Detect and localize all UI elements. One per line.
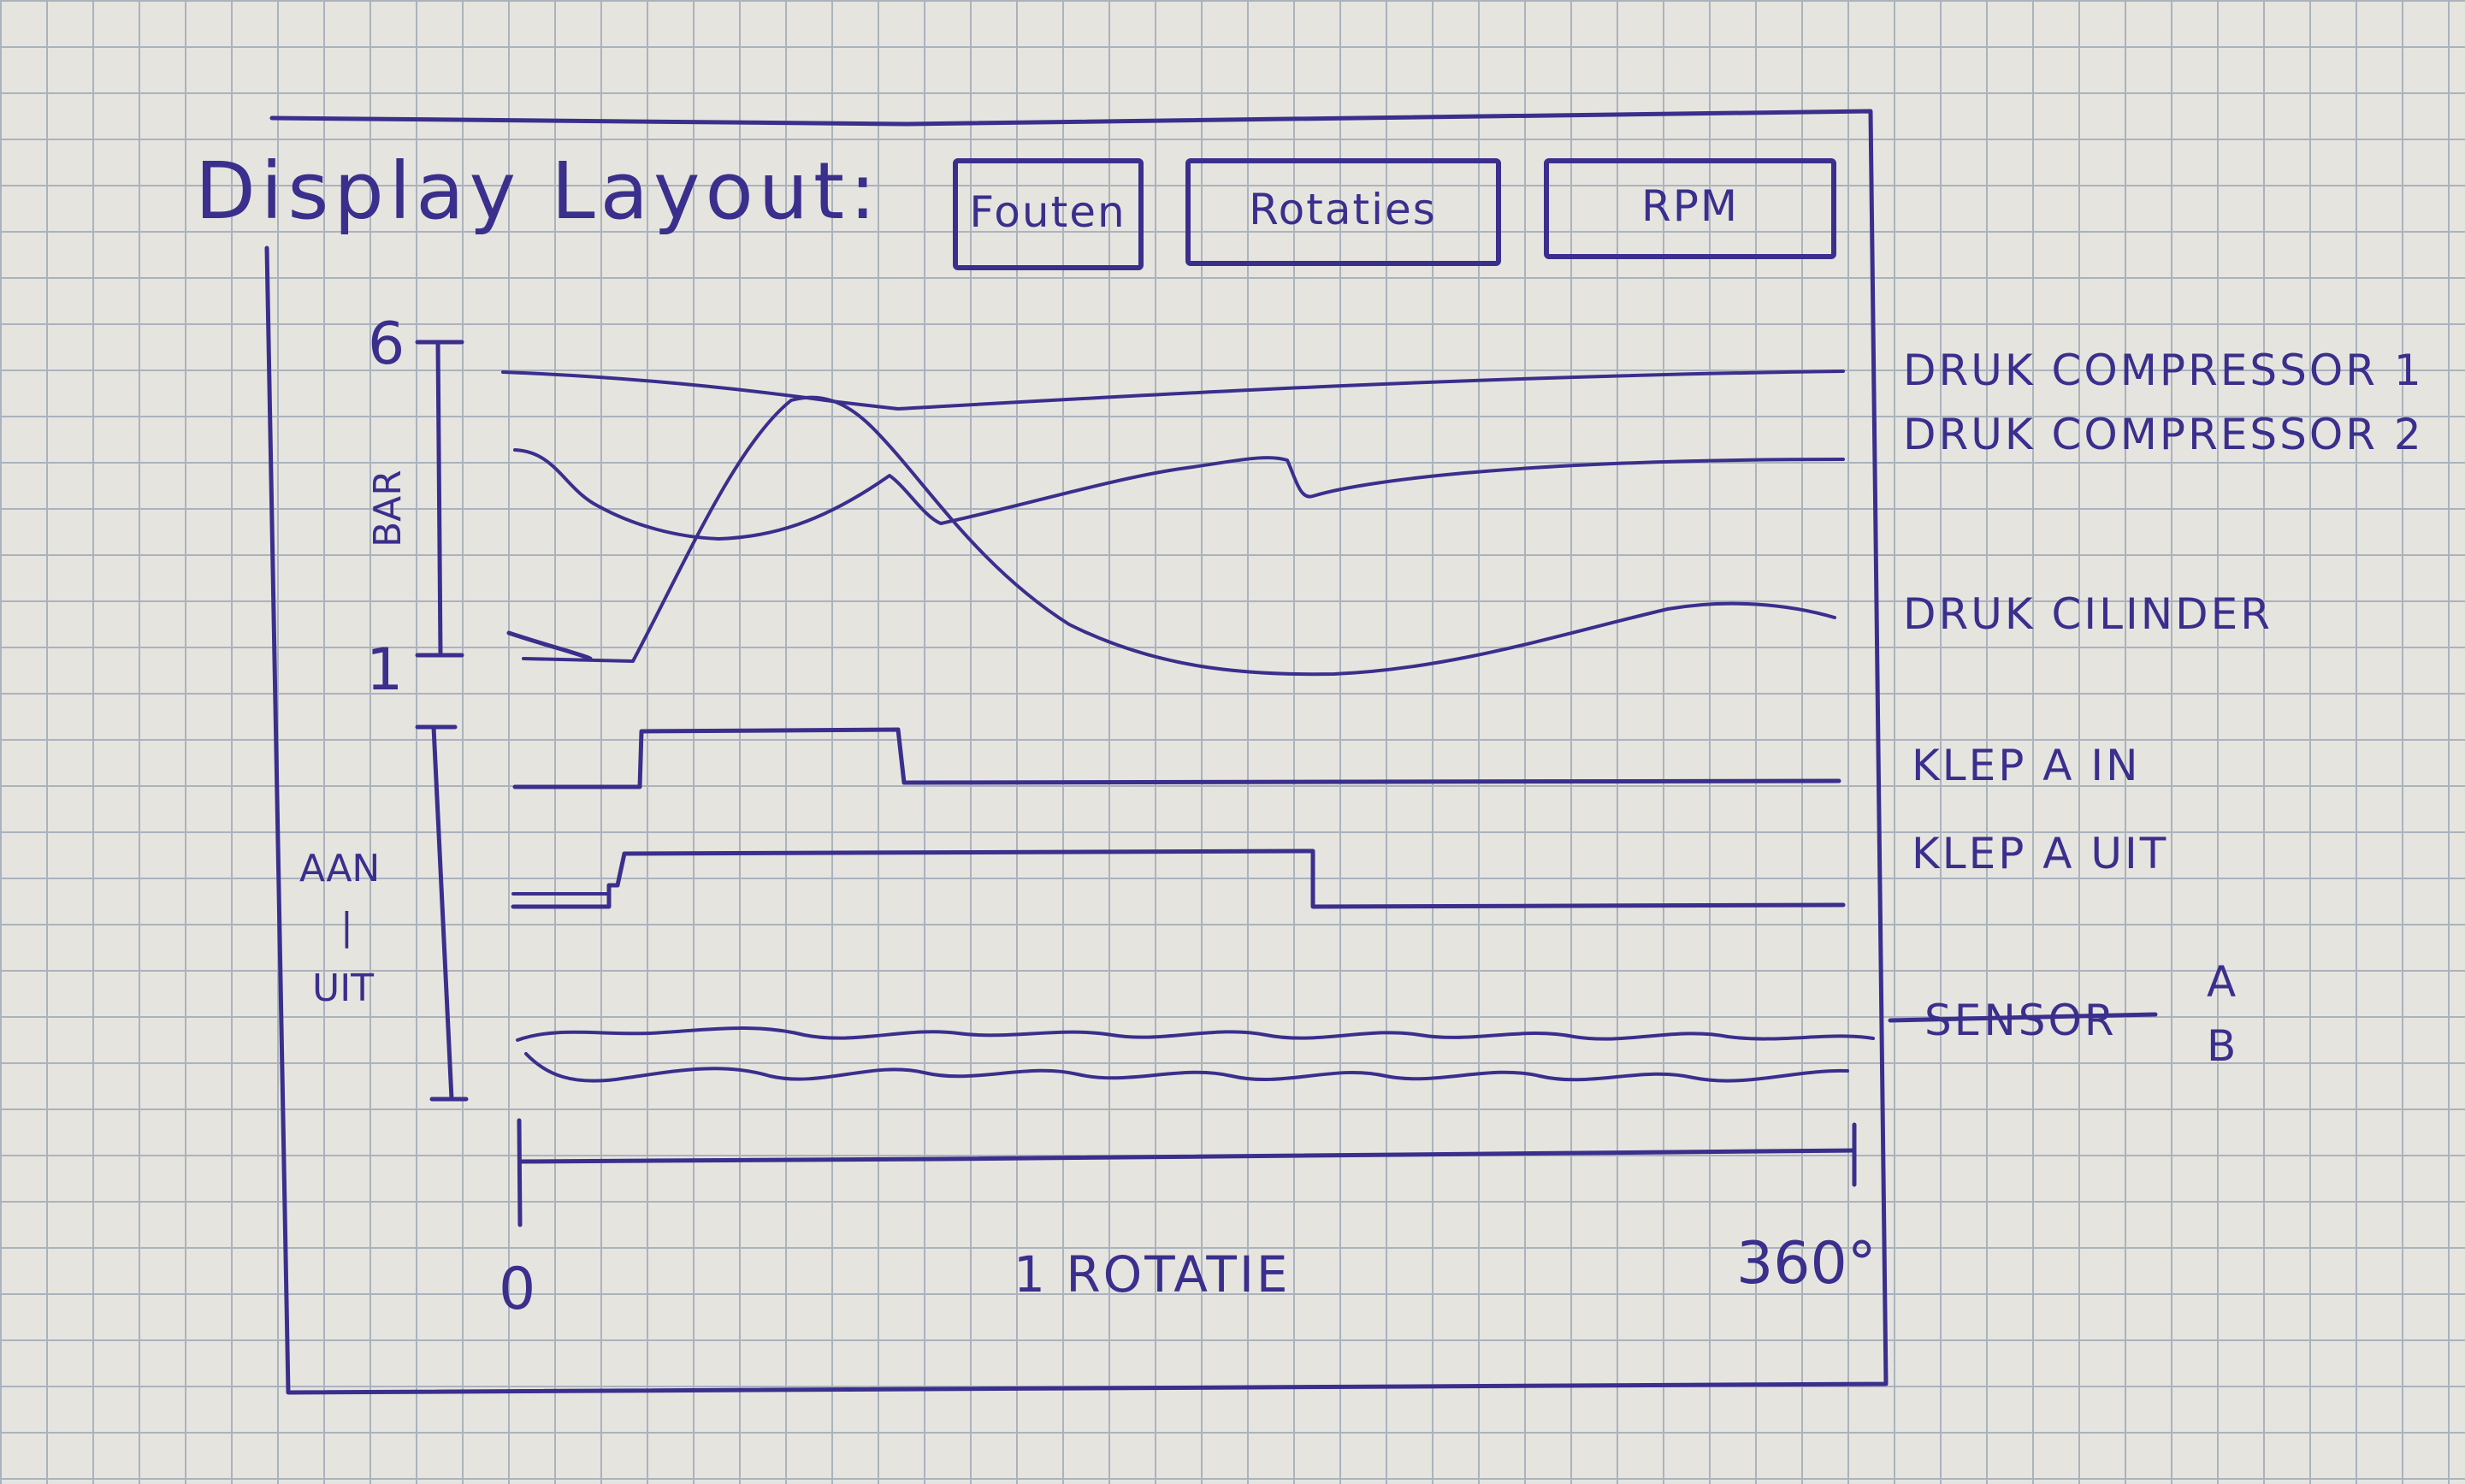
pressure-axis: 6 1 BAR: [366, 310, 464, 704]
rotation-axis-end-label: 360°: [1736, 1230, 1877, 1298]
klep-a-uit-label: KLEP A UIT: [1912, 829, 2168, 878]
rotaties-button[interactable]: Rotaties: [1185, 158, 1501, 266]
valve-axis-separator: |: [340, 905, 353, 949]
druk-compressor-1-line: [501, 370, 1845, 411]
valve-axis: AAN | UIT: [299, 724, 469, 1102]
pressure-axis-max-label: 6: [368, 310, 405, 378]
druk-cilinder-label: DRUK CILINDER: [1903, 589, 2273, 639]
rotation-axis-line: [517, 1148, 1857, 1164]
rpm-button[interactable]: RPM: [1544, 158, 1836, 259]
display-frame: [264, 109, 1889, 1395]
rotation-axis-start-label: 0: [499, 1256, 535, 1323]
rotation-axis: 0 1 ROTATIE 360°: [499, 1118, 1877, 1323]
sensor-fraction-top: A: [2207, 957, 2238, 1007]
klep-a-in-label: KLEP A IN: [1912, 741, 2141, 790]
sensor-fraction-bottom: B: [2207, 1021, 2238, 1071]
pressure-axis-unit-label: BAR: [366, 470, 410, 547]
fouten-button[interactable]: Fouten: [953, 158, 1144, 270]
pressure-axis-line: [435, 340, 443, 658]
fouten-button-label: Fouten: [969, 187, 1126, 237]
druk-cilinder-start-stroke: [506, 630, 593, 661]
valve-axis-line: [431, 724, 454, 1102]
rpm-button-label: RPM: [1641, 181, 1739, 231]
druk-compressor-2-label: DRUK COMPRESSOR 2: [1903, 410, 2424, 459]
druk-compressor-1-label: DRUK COMPRESSOR 1: [1903, 346, 2424, 395]
rotaties-button-label: Rotaties: [1249, 185, 1437, 234]
druk-cilinder-line: [522, 395, 1836, 677]
sensor-label-strikethrough: [1888, 1012, 2158, 1023]
druk-compressor-2-line: [513, 448, 1845, 541]
sensor-b-line: [524, 1052, 1849, 1083]
rotation-axis-caption: 1 ROTATIE: [1014, 1245, 1291, 1304]
valve-axis-off-label: UIT: [312, 967, 374, 1010]
rotation-axis-start-tick: [517, 1118, 523, 1227]
page-title: Display Layout:: [195, 145, 881, 237]
sensor-label-group: SENSOR A B: [1888, 957, 2238, 1071]
klep-a-in-line: [512, 727, 1841, 789]
pressure-axis-min-label: 1: [366, 636, 403, 704]
valve-axis-on-label: AAN: [299, 847, 380, 890]
klep-a-uit-line: [511, 848, 1846, 909]
sensor-a-line: [516, 1026, 1875, 1042]
